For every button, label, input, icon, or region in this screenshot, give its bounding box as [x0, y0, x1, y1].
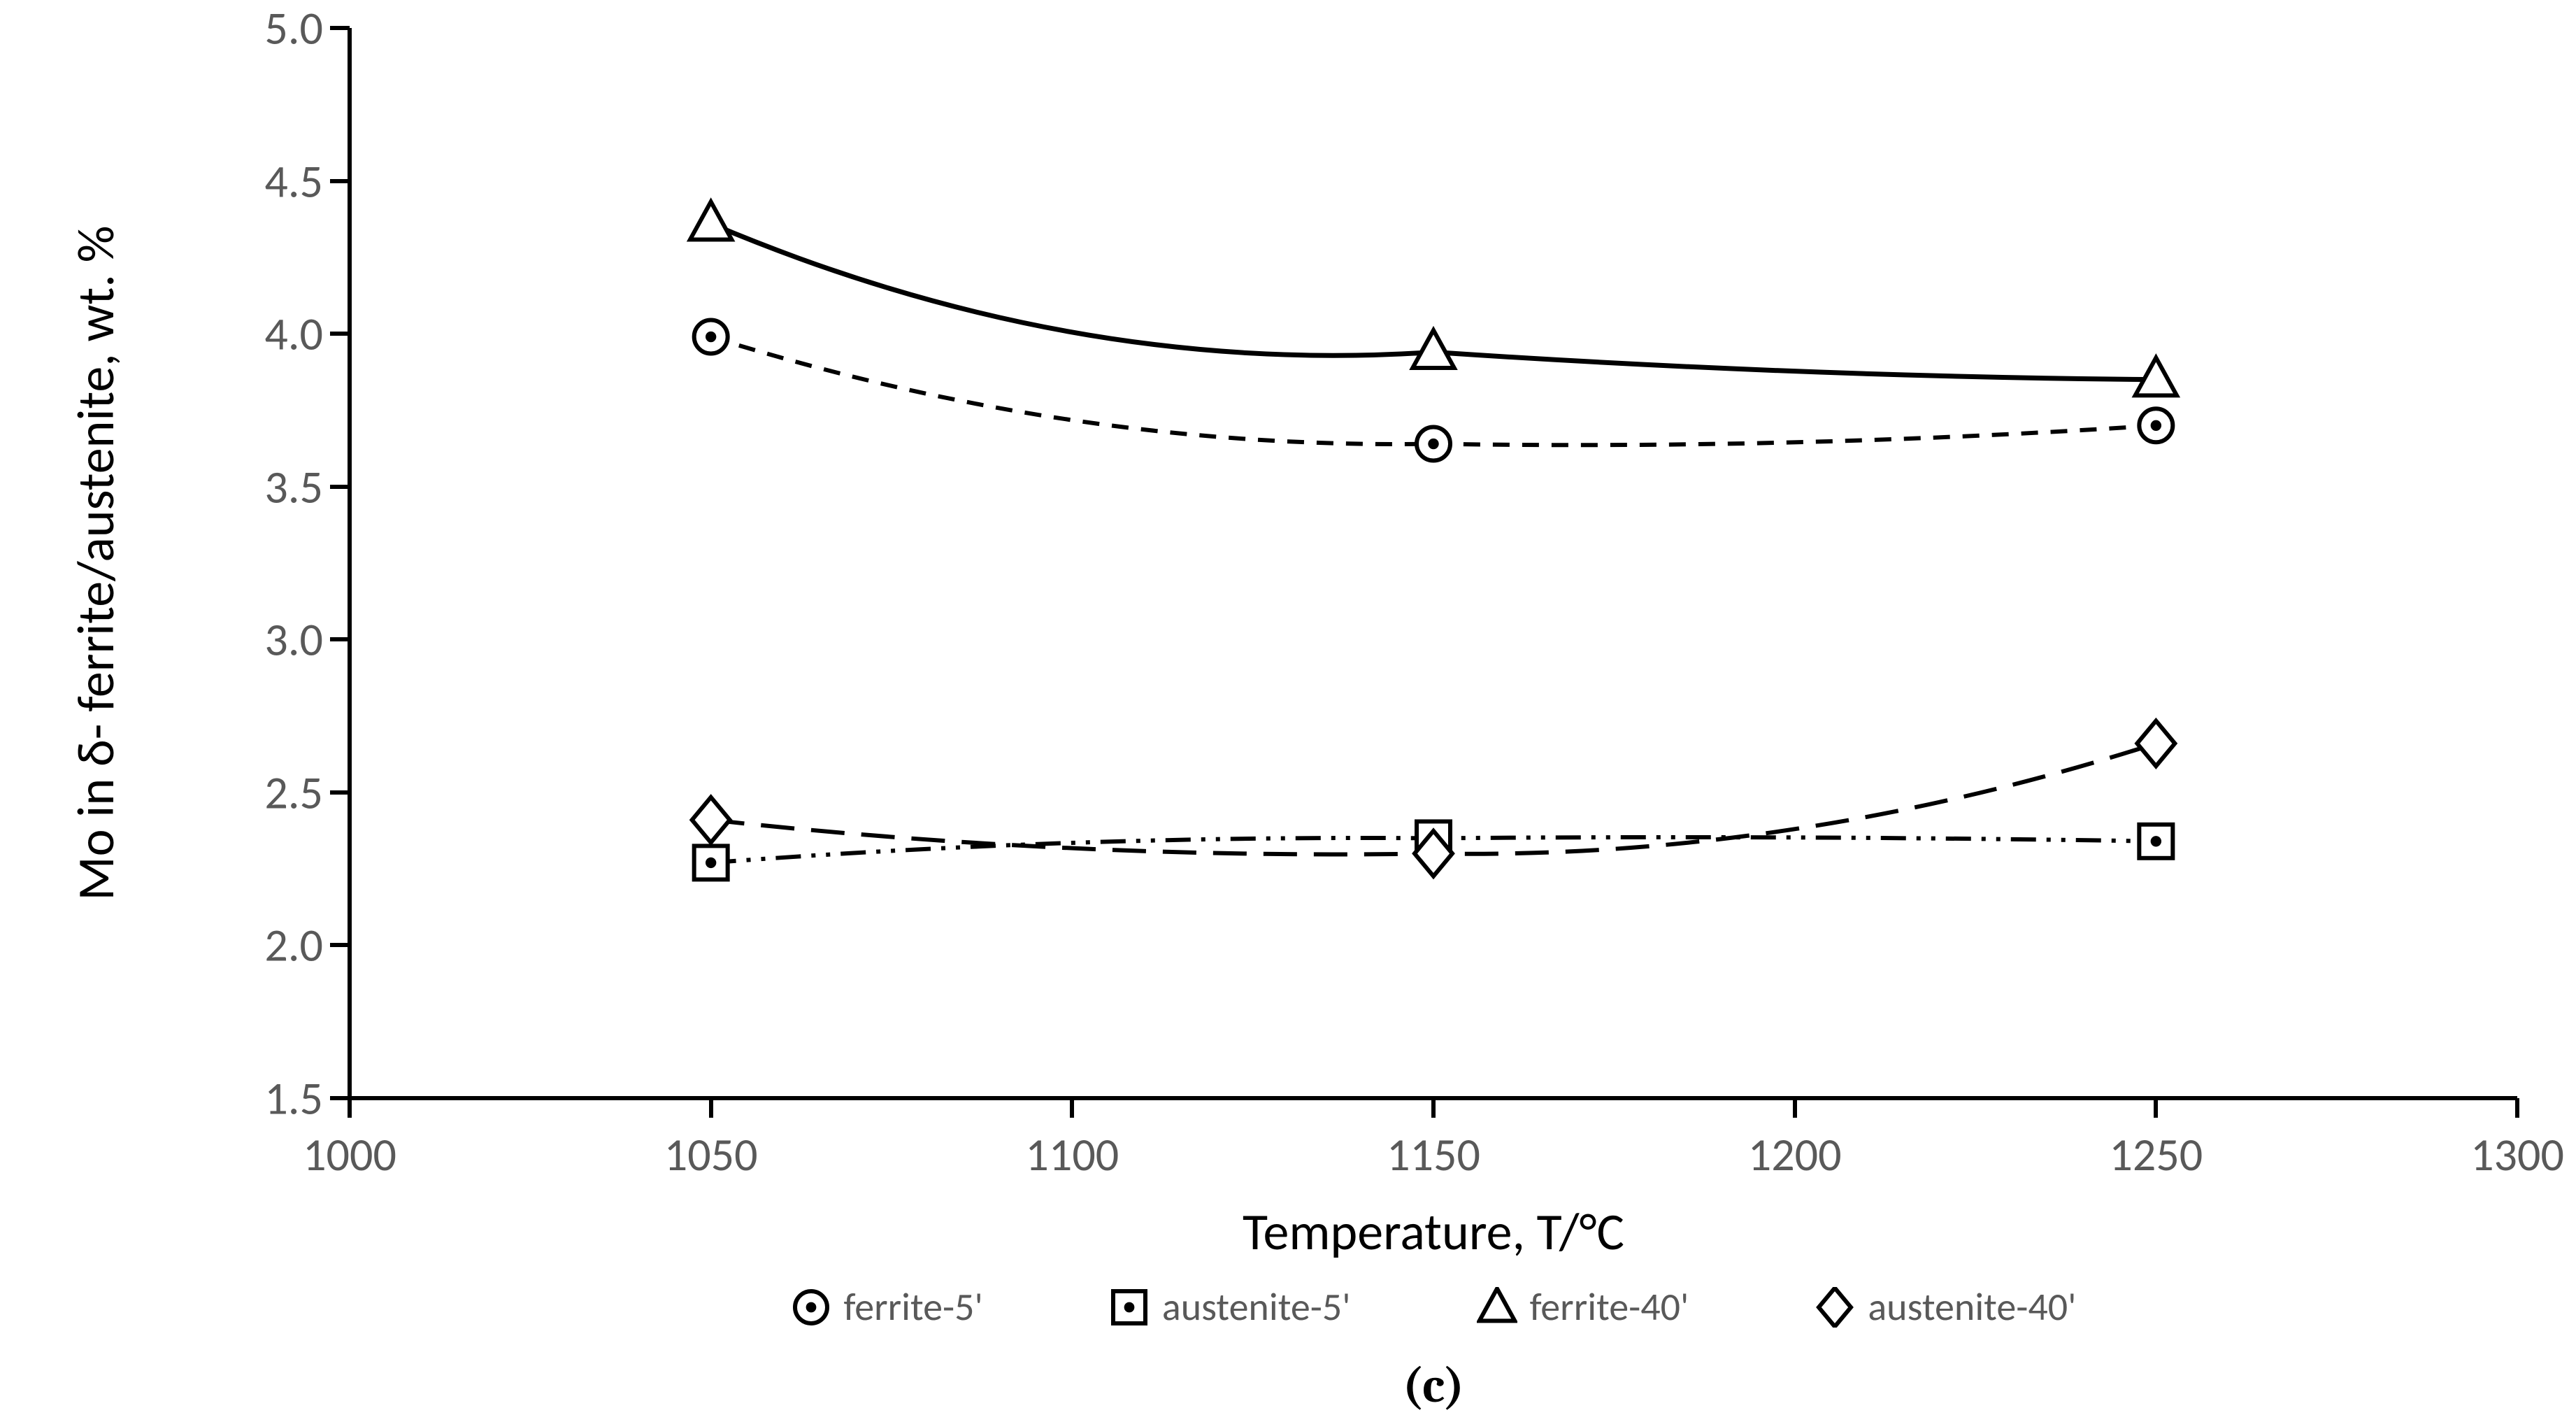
- x-tick: [1070, 1098, 1074, 1118]
- x-tick-label: 1150: [1387, 1126, 1480, 1183]
- marker-square-dot: [1113, 1291, 1145, 1323]
- legend-marker-icon: [791, 1287, 831, 1328]
- x-tick: [709, 1098, 713, 1118]
- y-tick-label: 2.5: [218, 764, 323, 820]
- legend-marker-icon: [1109, 1287, 1150, 1328]
- marker-square-dot: [694, 846, 728, 879]
- y-axis-title: Mo in δ- ferrite/austenite, wt. %: [64, 225, 127, 900]
- subfigure-label: (c): [1403, 1358, 1465, 1414]
- x-tick: [1793, 1098, 1797, 1118]
- legend-label: ferrite-5': [844, 1284, 983, 1331]
- marker-circle-dot: [2139, 408, 2173, 442]
- y-tick-label: 4.5: [218, 152, 323, 209]
- y-tick-label: 4.0: [218, 306, 323, 362]
- x-tick-label: 1250: [2109, 1126, 2203, 1183]
- legend-label: ferrite-40': [1530, 1284, 1689, 1331]
- chart-canvas: 1000 1050 1100 1150 1200 1250 1300 1.5 2.0 2.5 3.…: [0, 0, 2576, 1422]
- legend-item-austenite-5: austenite-5': [1109, 1284, 1351, 1331]
- x-tick: [348, 1098, 352, 1118]
- legend-item-ferrite-40: ferrite-40': [1477, 1284, 1689, 1331]
- x-tick-label: 1000: [303, 1126, 396, 1183]
- y-tick-label: 3.5: [218, 458, 323, 515]
- marker-circle-dot: [1417, 427, 1450, 461]
- marker-circle-dot: [694, 320, 728, 354]
- x-tick-label: 1200: [1748, 1126, 1842, 1183]
- marker-diamond: [2137, 721, 2175, 767]
- marker-circle-dot: [795, 1291, 827, 1323]
- x-tick-label: 1100: [1025, 1126, 1119, 1183]
- y-tick-label: 1.5: [218, 1070, 323, 1127]
- y-tick: [330, 790, 350, 795]
- y-tick: [330, 179, 350, 183]
- chart-svg: [350, 28, 2517, 1098]
- x-tick-label: 1300: [2470, 1126, 2564, 1183]
- marker-triangle: [2135, 357, 2177, 395]
- y-tick-label: 5.0: [218, 0, 323, 57]
- marker-square-dot: [2139, 825, 2173, 858]
- x-tick: [1431, 1098, 1436, 1118]
- y-tick: [330, 332, 350, 336]
- x-tick-label: 1050: [664, 1126, 758, 1183]
- legend-item-ferrite-5: ferrite-5': [791, 1284, 983, 1331]
- marker-diamond: [692, 797, 730, 843]
- plot-area: [350, 28, 2517, 1098]
- y-tick: [330, 1096, 350, 1100]
- legend: ferrite-5' austenite-5' ferrite-40' austeni…: [566, 1284, 2300, 1331]
- legend-label: austenite-40': [1868, 1284, 2076, 1331]
- legend-marker-icon: [1815, 1287, 1855, 1328]
- y-tick-label: 3.0: [218, 611, 323, 668]
- y-tick: [330, 637, 350, 641]
- x-tick: [2515, 1098, 2519, 1118]
- y-tick: [330, 943, 350, 947]
- legend-marker-icon: [1477, 1287, 1517, 1328]
- x-tick: [2154, 1098, 2158, 1118]
- x-axis-title: Temperature, T/°C: [1243, 1200, 1624, 1263]
- y-axis-line: [348, 28, 352, 1098]
- legend-label: austenite-5': [1162, 1284, 1351, 1331]
- y-tick: [330, 26, 350, 30]
- y-tick-label: 2.0: [218, 917, 323, 974]
- legend-item-austenite-40: austenite-40': [1815, 1284, 2076, 1331]
- y-tick: [330, 485, 350, 489]
- marker-triangle: [1479, 1288, 1515, 1321]
- marker-triangle: [690, 201, 731, 239]
- marker-triangle: [1412, 330, 1454, 368]
- marker-diamond: [1819, 1288, 1851, 1326]
